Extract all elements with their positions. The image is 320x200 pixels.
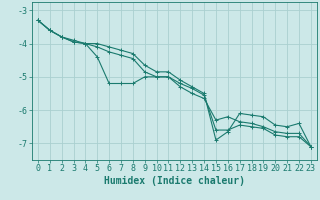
X-axis label: Humidex (Indice chaleur): Humidex (Indice chaleur) bbox=[104, 176, 245, 186]
